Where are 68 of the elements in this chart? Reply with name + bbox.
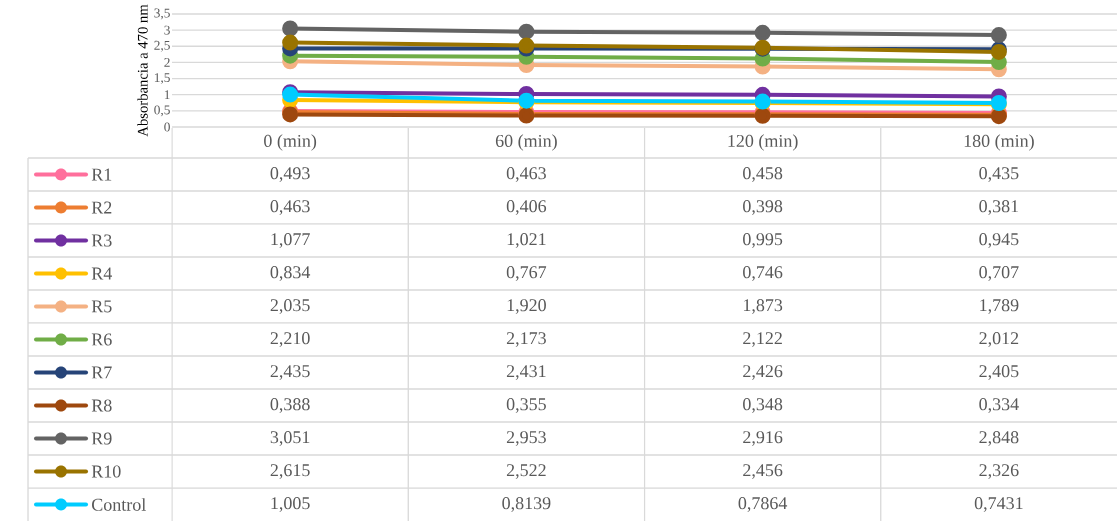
y-tick-label: 2,5 (154, 40, 170, 52)
data-label: 2,848 (979, 431, 1019, 446)
data-label: 0,388 (270, 398, 310, 413)
data-label: 0,348 (743, 398, 783, 413)
legend-label: R7 (91, 366, 112, 379)
data-label: 0,7864 (738, 497, 788, 512)
x-tick-label: 60 (min) (495, 134, 557, 151)
data-label: 0,7431 (974, 497, 1023, 512)
data-label: 2,210 (270, 332, 310, 347)
data-label: 0,334 (979, 398, 1019, 413)
y-tick-label: 3 (164, 25, 170, 35)
legend-label: R10 (91, 465, 121, 478)
data-label: 0,458 (743, 167, 783, 182)
y-tick-label: 3,5 (154, 8, 170, 20)
legend-label: R4 (91, 267, 113, 280)
data-label: 0,767 (506, 266, 547, 281)
data-label: 3,051 (270, 431, 310, 446)
data-label: 0,398 (743, 200, 783, 215)
data-label: 2,326 (979, 464, 1019, 479)
data-label: 0,707 (979, 266, 1019, 281)
data-label: 0,945 (979, 233, 1019, 248)
data-label: 1,077 (271, 233, 310, 248)
data-label: 1,789 (980, 299, 1019, 314)
y-tick-label: 1,5 (154, 73, 170, 84)
data-label: 2,953 (506, 431, 546, 446)
x-tick-label: 180 (min) (964, 134, 1034, 151)
data-label: 2,405 (979, 365, 1019, 380)
data-label: 2,435 (270, 365, 310, 380)
data-label: 0,406 (506, 200, 547, 215)
data-label: 2,456 (743, 464, 783, 479)
y-tick-label: 0,5 (154, 105, 170, 117)
data-label: 0,463 (270, 200, 310, 215)
data-label: 1,873 (743, 299, 783, 314)
data-label: 0,463 (506, 167, 546, 182)
data-label: 2,173 (506, 332, 546, 347)
legend-label: R3 (91, 234, 112, 247)
legend-label: R5 (91, 300, 112, 313)
x-tick-label: 0 (min) (264, 134, 317, 151)
data-label: 2,426 (743, 365, 783, 380)
legend-label: R1 (91, 168, 112, 181)
data-label: 1,920 (507, 299, 546, 314)
legend-label: R8 (91, 399, 112, 412)
y-tick-label: 0 (164, 122, 170, 132)
data-label: 2,431 (506, 365, 546, 380)
data-label: 2,012 (979, 332, 1019, 347)
data-label: 0,435 (979, 167, 1019, 182)
data-label: 0,995 (743, 233, 783, 248)
data-label: 2,035 (270, 299, 310, 314)
data-label: 0,493 (270, 167, 310, 182)
data-label: 2,916 (743, 431, 783, 446)
data-label: 0,834 (270, 266, 311, 281)
data-label: 2,522 (506, 464, 546, 479)
data-label: 0,746 (743, 266, 783, 281)
data-label: 0,8139 (502, 497, 551, 512)
y-axis-title: Absorbancia a 470 nm (137, 4, 148, 137)
y-tick-label: 2 (164, 58, 170, 67)
legend-label: R6 (91, 333, 112, 346)
legend-label: Control (92, 498, 146, 511)
data-label: 2,615 (270, 464, 310, 479)
legend-label: R2 (91, 201, 112, 214)
data-label: 2,122 (743, 332, 782, 347)
x-tick-label: 120 (min) (728, 134, 798, 151)
y-tick-label: 1 (164, 90, 170, 100)
data-label: 1,005 (271, 497, 310, 512)
data-label: 1,021 (507, 233, 546, 248)
data-label: 0,355 (506, 398, 546, 413)
data-label: 0,381 (979, 200, 1019, 215)
legend-label: R9 (91, 432, 112, 445)
